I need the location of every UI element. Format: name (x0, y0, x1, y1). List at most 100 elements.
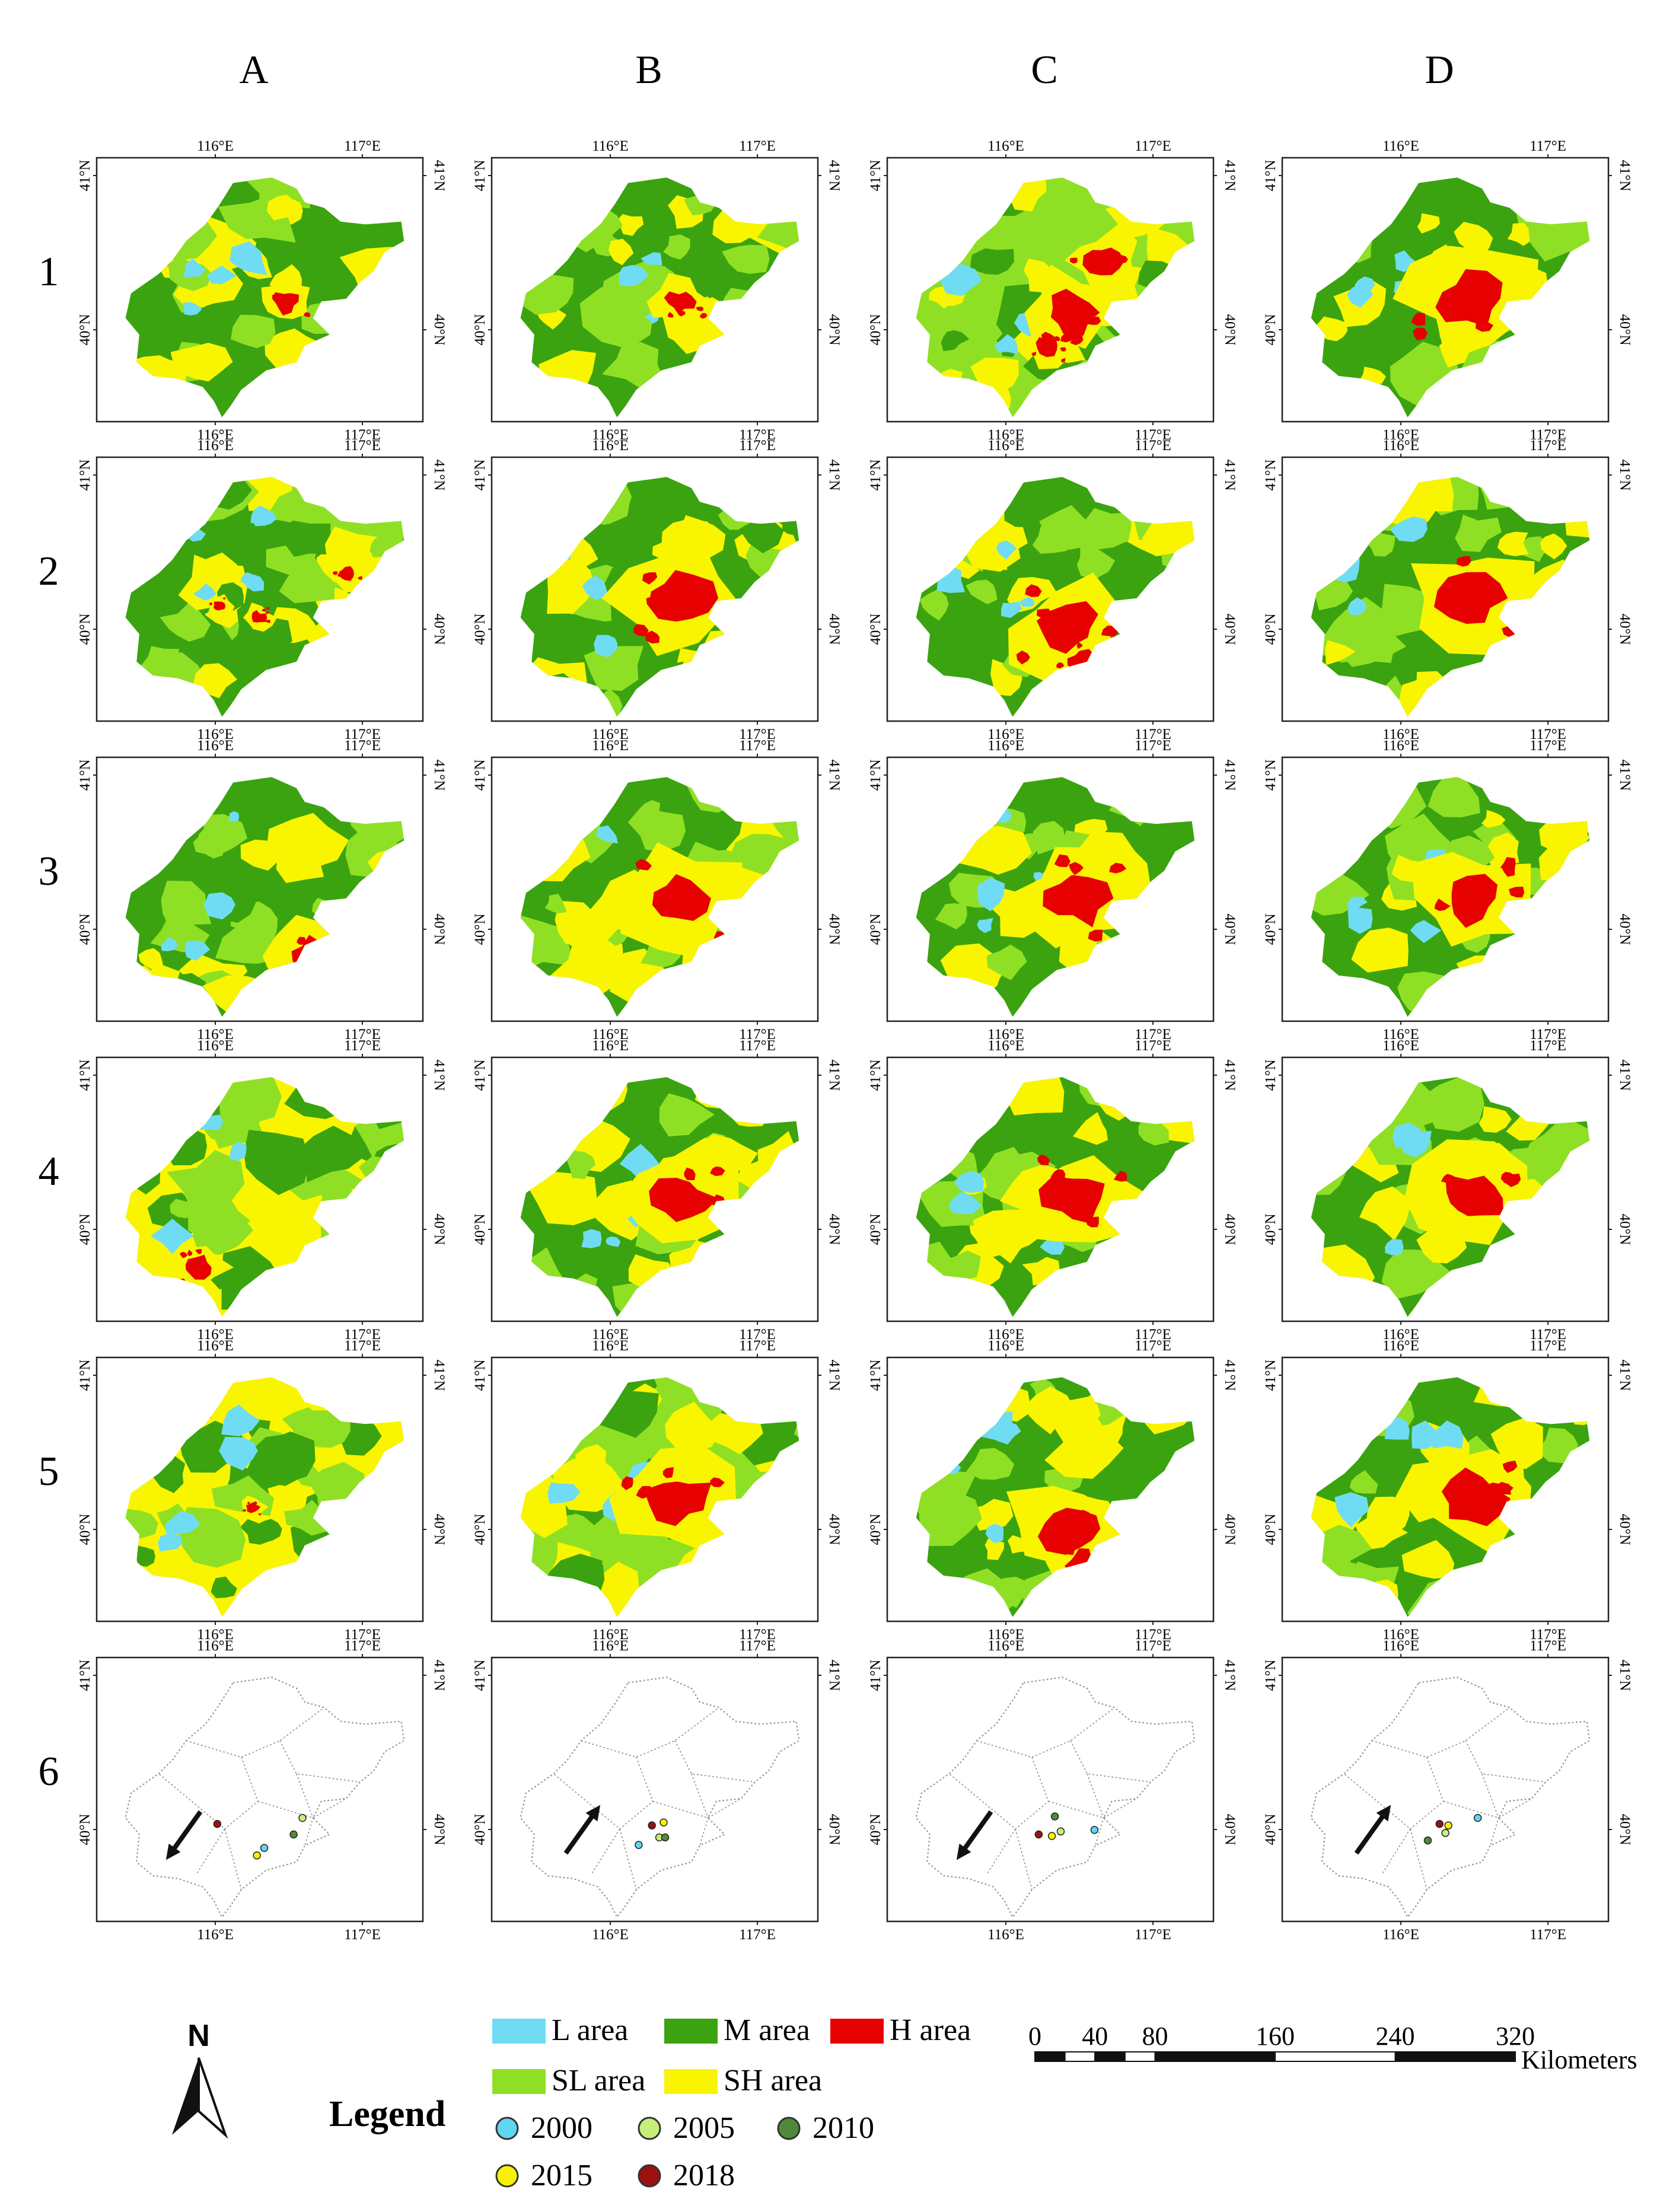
district-boundaries (520, 1676, 800, 1918)
outer-boundary (915, 1676, 1196, 1918)
district-line (1343, 1757, 1444, 1830)
l-area-patch (954, 1171, 985, 1193)
class-patch (193, 834, 224, 859)
map-panel-c3: 116°E 116°E 117°E 117°E 41°N 41°N 40°N 40°N (868, 738, 1238, 1043)
class-patch (1332, 617, 1407, 667)
lat-label-left: 40°N (472, 913, 488, 945)
panel-frame (886, 1356, 1215, 1623)
legend-year-label: 2018 (673, 2159, 735, 2192)
class-patch (1548, 974, 1590, 1017)
lat-label-right: 40°N (826, 1513, 842, 1545)
class-patch (1508, 936, 1563, 979)
legend-year-2018: 2018 (638, 2159, 735, 2192)
class-surface (125, 777, 404, 1017)
l-area-patch (977, 917, 993, 933)
l-area-patch (157, 1533, 183, 1552)
class-patch (282, 1407, 323, 1438)
h-area-fleck (1508, 610, 1522, 623)
lat-label-right: 41°N (1222, 1359, 1238, 1391)
panel-frame (886, 157, 1215, 423)
lon-label-bottom: 116°E (197, 1327, 234, 1343)
class-surface (125, 1377, 404, 1617)
district-line (1087, 1773, 1104, 1846)
panel-frame (490, 1656, 819, 1923)
l-area-patch (547, 530, 576, 550)
lon-label-bottom: 117°E (739, 427, 776, 443)
lon-label-top: 117°E (1530, 1038, 1566, 1054)
lon-label-bottom: 116°E (1382, 1027, 1419, 1043)
centroid-panel-d6: 116°E 116°E 117°E 117°E 41°N 41°N 40°N 40°N (1263, 1638, 1633, 1943)
class-patch (555, 900, 617, 946)
l-area-patch (251, 508, 277, 527)
arrow-shaft (168, 1810, 203, 1855)
lat-label-left: 40°N (472, 314, 488, 345)
h-area-core (664, 291, 697, 314)
class-patch (986, 944, 1027, 981)
class-patch (525, 1429, 560, 1459)
class-patch (926, 1393, 990, 1440)
legend-item-m-area: M area (664, 2013, 810, 2047)
class-patch (936, 1079, 995, 1129)
h-area-fleck (1061, 358, 1066, 363)
class-patch (767, 1200, 791, 1222)
class-patch (1142, 342, 1195, 388)
class-patch (973, 177, 1011, 205)
legend-label: SH area (724, 2064, 822, 2098)
h-area-fleck (209, 602, 213, 605)
class-patch (349, 961, 404, 999)
class-patch (170, 342, 233, 382)
h-area-fleck (1037, 608, 1052, 619)
lat-label-right: 40°N (431, 1213, 447, 1245)
h-area-fleck (645, 630, 660, 644)
centroid-point-2010 (661, 1833, 670, 1842)
scale-segment (1154, 2051, 1276, 2062)
class-patch (1089, 1570, 1162, 1617)
h-area-fleck (179, 1251, 188, 1258)
district-line (987, 1828, 1016, 1873)
lat-label-left: 40°N (77, 314, 93, 345)
class-patch (743, 783, 773, 809)
l-area-patch (1385, 1238, 1404, 1255)
lon-label-top: 116°E (592, 738, 629, 754)
lat-label-right: 41°N (1222, 160, 1238, 191)
class-patch (683, 1290, 711, 1312)
legend-label: M area (724, 2013, 810, 2047)
class-patch (1311, 203, 1359, 254)
class-patch (316, 942, 381, 980)
class-patch (1325, 640, 1356, 665)
l-area-patch (985, 1523, 1004, 1544)
shift-arrow-south-west (165, 1810, 203, 1860)
class-patch (706, 1413, 763, 1455)
lon-label-bottom: 116°E (987, 1627, 1024, 1643)
class-patch (520, 1398, 569, 1439)
l-area-patch (164, 804, 197, 824)
h-area-fleck (1025, 584, 1042, 597)
row-title-2: 2 (39, 549, 59, 594)
centroid-point-2000 (1090, 1826, 1099, 1834)
h-area-fleck (633, 624, 649, 637)
h-area-fleck (1509, 887, 1525, 898)
class-patch (941, 330, 970, 352)
district-line (186, 1707, 324, 1758)
lat-label-right: 40°N (1222, 1213, 1238, 1245)
lat-label-left: 40°N (868, 1513, 884, 1545)
lon-label-top: 117°E (1135, 1338, 1171, 1354)
class-patch (699, 1134, 758, 1174)
north-arrow-right-half (197, 2057, 228, 2139)
class-patch (372, 1579, 404, 1617)
class-patch (246, 1431, 316, 1490)
beijing-region (520, 1377, 799, 1617)
class-patch (300, 356, 361, 399)
centroid-point-2005 (1441, 1829, 1449, 1837)
class-patch (659, 1093, 715, 1137)
h-area-fleck (1076, 642, 1083, 649)
class-patch (1509, 1576, 1576, 1617)
lat-label-left: 41°N (472, 1659, 488, 1691)
h-area-fleck (1096, 1576, 1104, 1582)
class-patch (147, 189, 207, 235)
legend-year-dot (495, 2164, 519, 2188)
class-patch (328, 611, 389, 654)
centroid-point-2005 (1056, 1827, 1065, 1836)
class-patch (1173, 949, 1195, 971)
